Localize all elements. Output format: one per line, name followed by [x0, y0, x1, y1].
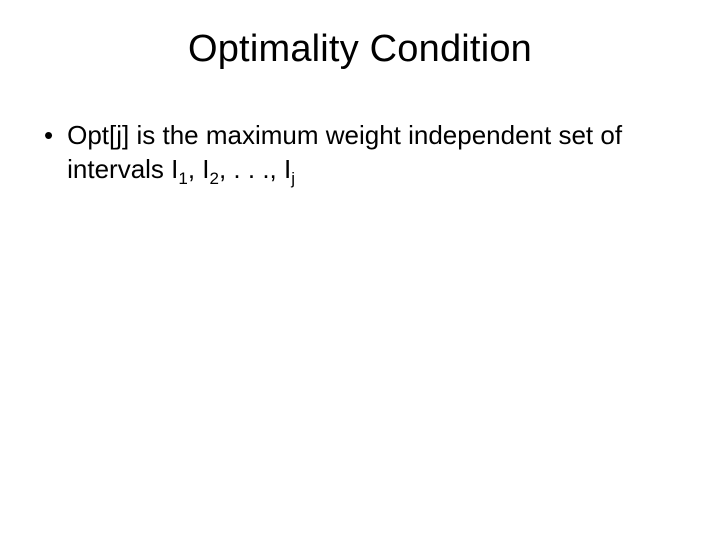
slide: Optimality Condition • Opt[j] is the max…	[0, 0, 720, 540]
slide-body: • Opt[j] is the maximum weight independe…	[44, 118, 676, 186]
bullet-marker: •	[44, 118, 53, 152]
text-lead: Opt[j] is the maximum weight independent…	[67, 120, 622, 184]
bullet-item: • Opt[j] is the maximum weight independe…	[44, 118, 676, 186]
bullet-text: Opt[j] is the maximum weight independent…	[67, 118, 676, 186]
text-sep2: , . . ., I	[219, 154, 291, 184]
subscript-1: 1	[178, 169, 187, 188]
subscript-2: 2	[210, 169, 219, 188]
slide-title: Optimality Condition	[0, 28, 720, 71]
text-sep1: , I	[188, 154, 210, 184]
subscript-j: j	[291, 169, 295, 188]
